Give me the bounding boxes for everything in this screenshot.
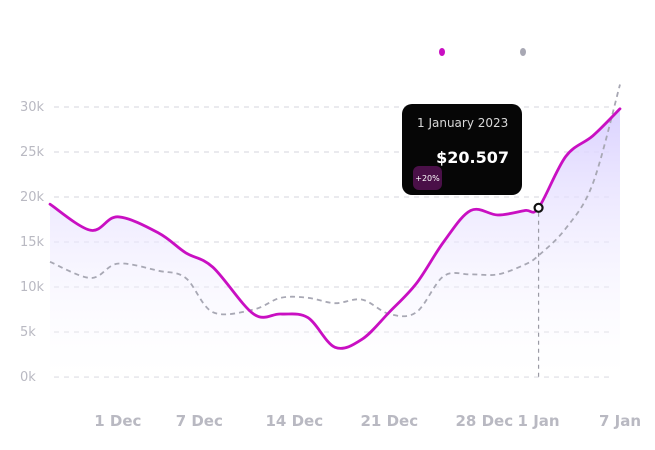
legend-dot-secondary[interactable] (520, 48, 526, 56)
x-tick-label: 28 Dec (455, 412, 513, 430)
tooltip-badge (413, 166, 442, 190)
legend-dot-primary[interactable] (439, 48, 445, 56)
y-tick-label: 25k (20, 145, 45, 160)
primary-series-line[interactable] (48, 107, 622, 350)
primary-series-area (50, 108, 620, 378)
y-tick-label: 30k (20, 100, 45, 115)
tooltip-badge-text: +20% (415, 174, 440, 183)
x-tick-label: 7 Jan (599, 412, 641, 430)
x-tick-label: 1 Jan (518, 412, 560, 430)
x-tick-label: 1 Dec (94, 412, 141, 430)
x-tick-label: 7 Dec (176, 412, 223, 430)
y-tick-label: 0k (20, 370, 36, 385)
hover-point-marker[interactable] (533, 202, 544, 213)
legend (439, 48, 526, 56)
tooltip-value: $20.507 (436, 148, 509, 167)
y-tick-label: 5k (20, 325, 36, 340)
y-tick-label: 10k (20, 280, 45, 295)
x-tick-label: 14 Dec (265, 412, 323, 430)
x-tick-label: 21 Dec (360, 412, 418, 430)
x-axis-labels: 1 Dec 7 Dec 14 Dec 21 Dec 28 Dec 1 Jan 7 Jan (94, 412, 641, 430)
tooltip: 1 January 2023 $20.507 +20% (402, 104, 522, 195)
y-tick-label: 20k (20, 190, 45, 205)
tooltip-date: 1 January 2023 (417, 116, 508, 130)
y-tick-label: 15k (20, 235, 45, 250)
secondary-series-line[interactable] (49, 84, 621, 318)
y-axis-labels: 0k 5k 10k 15k 20k 25k 30k (20, 100, 45, 385)
